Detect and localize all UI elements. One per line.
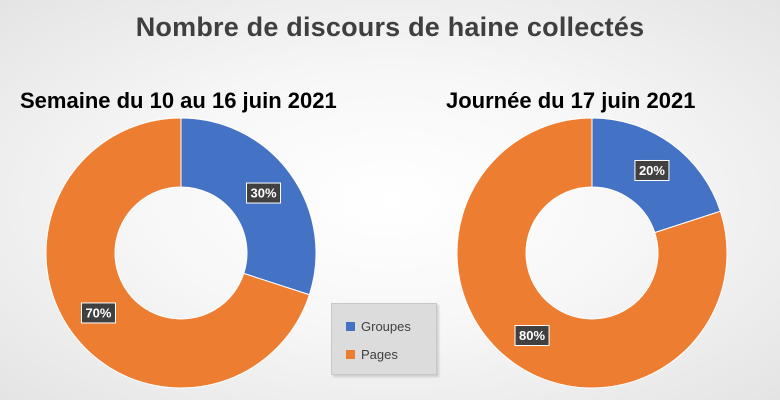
legend: Groupes Pages: [331, 303, 437, 375]
legend-swatch-groupes: [346, 321, 355, 331]
donut-left-data-label-groupes: 30%: [246, 182, 282, 204]
legend-item-groupes: Groupes: [346, 318, 411, 334]
donut-right-data-label-groupes: 20%: [634, 159, 670, 181]
svg-text:70%: 70%: [85, 305, 111, 320]
donut-right-slice-pages: [456, 117, 728, 389]
legend-label-pages: Pages: [361, 346, 398, 362]
legend-item-pages: Pages: [346, 346, 398, 362]
svg-text:20%: 20%: [639, 163, 665, 178]
donut-left-slice-groupes: [180, 117, 317, 296]
svg-text:30%: 30%: [251, 186, 277, 201]
chart-title: Nombre de discours de haine collectés: [135, 12, 645, 42]
donut-right-data-label-pages: 80%: [514, 325, 550, 347]
donut-left-data-label-pages: 70%: [80, 302, 116, 324]
legend-swatch-pages: [346, 349, 355, 359]
legend-label-groupes: Groupes: [361, 318, 411, 334]
donut-right-title: Journée du 17 juin 2021: [446, 88, 696, 113]
svg-text:80%: 80%: [519, 328, 545, 343]
donut-left-title: Semaine du 10 au 16 juin 2021: [20, 88, 337, 113]
